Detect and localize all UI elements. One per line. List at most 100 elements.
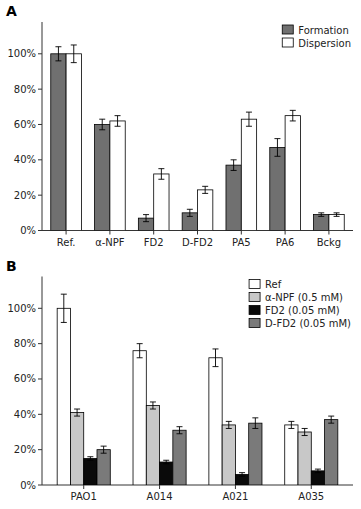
y-tick-label: 60% <box>14 373 36 384</box>
y-tick <box>38 53 42 54</box>
legend-swatch <box>249 280 260 289</box>
error-bar <box>302 428 308 435</box>
y-tick-label: 0% <box>20 225 36 236</box>
legend-label: α-NPF (0.5 mM) <box>265 292 343 303</box>
y-axis <box>42 22 43 231</box>
bar <box>95 124 110 230</box>
bar <box>325 420 338 485</box>
legend-swatch <box>249 306 260 315</box>
error-bar <box>274 139 280 157</box>
x-tick <box>83 485 84 489</box>
bar <box>97 450 110 485</box>
y-tick-label: 20% <box>14 444 36 455</box>
x-tick <box>197 231 198 235</box>
legend-swatch <box>249 293 260 302</box>
x-tick <box>153 231 154 235</box>
y-tick <box>38 414 42 415</box>
legend-swatch <box>282 25 293 34</box>
y-tick <box>38 195 42 196</box>
x-tick <box>109 231 110 235</box>
y-tick-label: 20% <box>14 190 36 201</box>
y-tick <box>38 308 42 309</box>
y-tick <box>38 89 42 90</box>
x-tick-label: A035 <box>298 491 324 502</box>
x-tick <box>66 231 67 235</box>
bar <box>285 425 298 485</box>
error-bar <box>163 460 169 464</box>
error-bar <box>158 169 164 180</box>
bar <box>160 462 173 485</box>
legend: Refα-NPF (0.5 mM)FD2 (0.05 mM)D-FD2 (0.0… <box>249 279 351 329</box>
x-tick <box>328 231 329 235</box>
error-bar <box>288 421 294 428</box>
bar <box>285 116 300 231</box>
error-bar <box>290 110 296 121</box>
panel-label: B <box>6 258 17 274</box>
x-tick-label: Bckg <box>317 237 342 248</box>
error-bar <box>328 416 334 423</box>
y-tick-label: 0% <box>20 480 36 491</box>
y-tick-label: 80% <box>14 84 36 95</box>
x-tick <box>241 231 242 235</box>
legend-label: Formation <box>298 25 348 36</box>
bar <box>70 413 83 485</box>
x-tick-label: FD2 <box>144 237 164 248</box>
bar <box>209 358 222 485</box>
error-bar <box>231 160 237 171</box>
x-tick-label: PA5 <box>232 237 251 248</box>
y-tick-label: 100% <box>7 48 36 59</box>
y-tick-label: 80% <box>14 338 36 349</box>
error-bar <box>213 349 219 367</box>
error-bar <box>315 469 321 473</box>
error-bar <box>226 421 232 428</box>
y-tick-label: 60% <box>14 119 36 130</box>
y-tick <box>38 485 42 486</box>
bar <box>110 121 125 231</box>
error-bar <box>87 457 93 461</box>
y-tick <box>38 378 42 379</box>
x-tick-label: A014 <box>147 491 173 502</box>
error-bar <box>246 112 252 126</box>
x-tick-label: Ref. <box>57 237 76 248</box>
x-tick <box>235 485 236 489</box>
error-bar <box>334 213 340 217</box>
y-tick-label: 40% <box>14 409 36 420</box>
bar <box>314 215 329 231</box>
error-bar <box>202 186 208 193</box>
y-tick <box>38 230 42 231</box>
bar <box>84 458 97 485</box>
error-bar <box>150 402 156 409</box>
panel: A0%20%40%60%80%100%Ref.α-NPFFD2D-FD2PA5P… <box>6 3 353 248</box>
y-tick <box>38 449 42 450</box>
x-tick-label: α-NPF <box>95 237 125 248</box>
bar <box>173 430 186 485</box>
error-bar <box>99 119 105 130</box>
error-bar <box>115 116 121 127</box>
x-tick <box>159 485 160 489</box>
error-bar <box>252 418 258 429</box>
bars <box>51 45 344 231</box>
legend-label: Dispersion <box>298 38 351 49</box>
x-tick-label: PA6 <box>276 237 295 248</box>
bar <box>241 119 256 230</box>
error-bar <box>137 344 143 358</box>
figure: A0%20%40%60%80%100%Ref.α-NPFFD2D-FD2PA5P… <box>0 0 361 509</box>
bar <box>198 190 213 231</box>
error-bar <box>101 446 107 453</box>
error-bar <box>61 294 67 322</box>
y-tick-label: 100% <box>7 303 36 314</box>
bar <box>57 308 70 485</box>
y-axis <box>42 277 43 486</box>
error-bar <box>239 473 245 477</box>
x-tick <box>311 485 312 489</box>
legend-label: FD2 (0.05 mM) <box>265 305 340 316</box>
legend-swatch <box>249 319 260 328</box>
y-tick <box>38 343 42 344</box>
error-bar <box>187 209 193 216</box>
legend: Formation Dispersion <box>282 25 351 49</box>
y-tick-label: 40% <box>14 154 36 165</box>
error-bar <box>143 215 149 222</box>
bar <box>270 147 285 230</box>
bar <box>154 174 169 231</box>
bar <box>146 405 159 485</box>
